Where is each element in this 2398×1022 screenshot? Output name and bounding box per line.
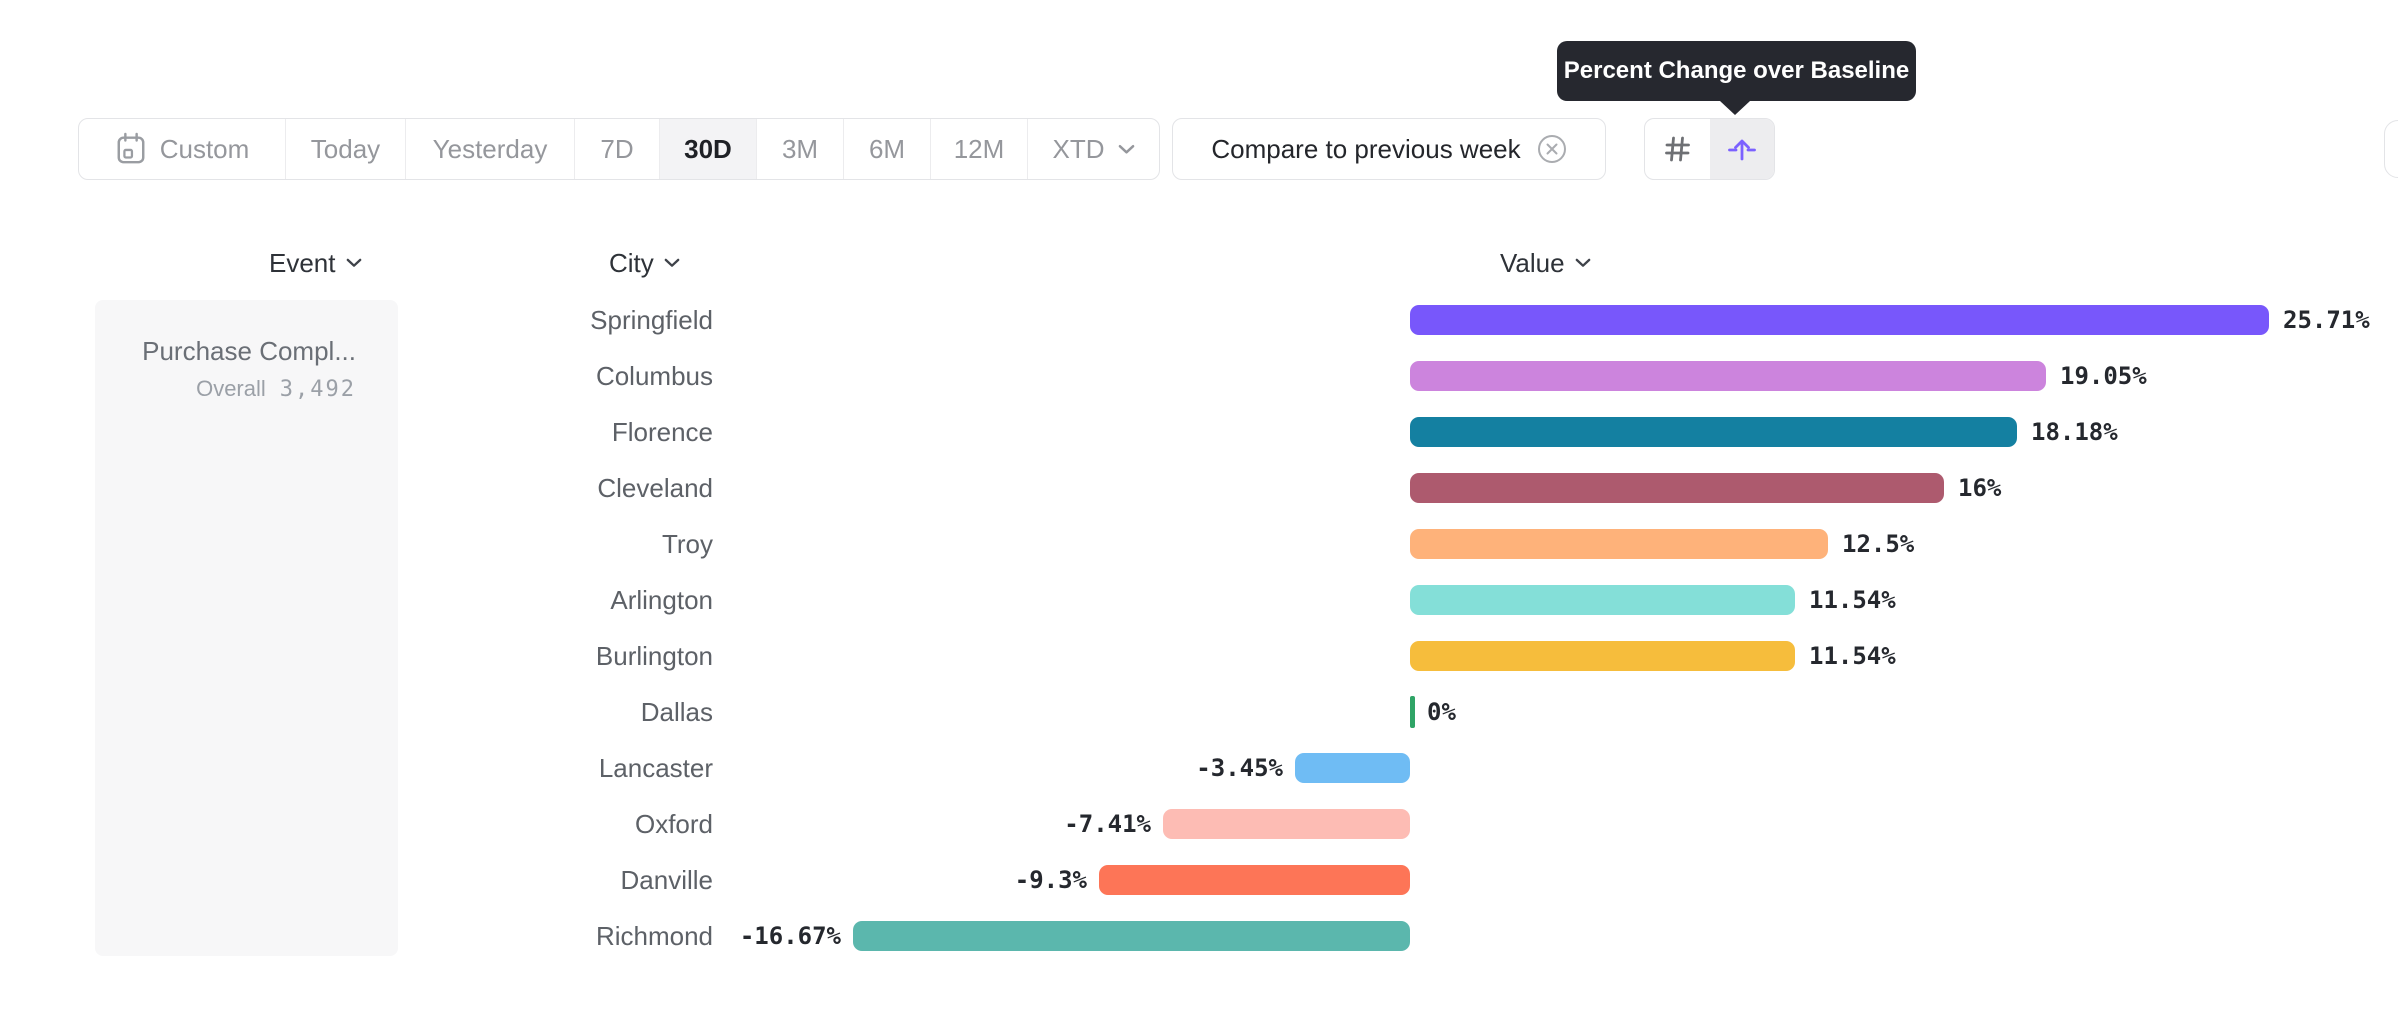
date-range-yesterday[interactable]: Yesterday [406, 119, 575, 179]
column-header-event[interactable]: Event [269, 247, 362, 279]
date-range-label: 3M [781, 133, 819, 164]
value-bar[interactable] [1410, 585, 1795, 615]
compare-chip[interactable]: Compare to previous week [1172, 118, 1606, 180]
chart-row-dallas: Dallas 0% [0, 684, 2398, 740]
date-range-6m[interactable]: 6M [844, 119, 931, 179]
toggle-numeric[interactable] [1645, 119, 1710, 179]
hash-icon [1665, 136, 1691, 162]
bar-value-label: -3.45% [1196, 754, 1283, 782]
value-bar[interactable] [1099, 865, 1410, 895]
bar-value-label: -16.67% [739, 922, 841, 950]
date-range-label: 7D [600, 133, 634, 164]
city-label: Troy [661, 529, 713, 559]
bar-value-label: 18.18% [2031, 418, 2118, 446]
date-range-xtd[interactable]: XTD [1028, 119, 1159, 179]
value-display-toggle [1644, 118, 1775, 180]
date-range-12m[interactable]: 12M [931, 119, 1028, 179]
value-bar[interactable] [1410, 473, 1944, 503]
partial-button[interactable] [2384, 120, 2398, 178]
bar-value-label: -9.3% [1014, 866, 1087, 894]
chart-row-arlington: Arlington 11.54% [0, 572, 2398, 628]
city-label: Dallas [640, 697, 713, 727]
chart-row-florence: Florence 18.18% [0, 404, 2398, 460]
value-bar[interactable] [1410, 529, 1828, 559]
value-bar[interactable] [853, 921, 1410, 951]
column-header-value[interactable]: Value [1500, 247, 1591, 279]
column-header-value-label: Value [1500, 247, 1565, 278]
event-panel[interactable]: Purchase Compl... Overall 3,492 [95, 300, 398, 956]
value-bar[interactable] [1410, 417, 2017, 447]
calendar-icon [117, 132, 145, 164]
chart-row-cleveland: Cleveland 16% [0, 460, 2398, 516]
toggle-percent-baseline[interactable] [1709, 119, 1774, 179]
date-range-label: Yesterday [432, 133, 548, 164]
bar-value-label: 11.54% [1809, 586, 1896, 614]
arrow-up-from-baseline-icon [1727, 139, 1756, 161]
city-label: Cleveland [597, 473, 713, 503]
chevron-down-icon [1118, 144, 1134, 154]
city-label: Springfield [590, 305, 713, 335]
date-range-label: XTD [1052, 133, 1105, 164]
bar-value-label: 0% [1427, 698, 1456, 726]
bar-chart: Springfield 25.71% Columbus 19.05% Florence 1… [0, 292, 2398, 964]
city-label: Burlington [595, 641, 713, 671]
value-bar[interactable] [1410, 361, 2046, 391]
value-bar[interactable] [1295, 753, 1410, 783]
date-range-label: 30D [684, 133, 732, 164]
close-circle-icon[interactable] [1537, 134, 1567, 164]
bar-value-label: -7.41% [1064, 810, 1151, 838]
date-range-custom[interactable]: Custom [79, 119, 286, 179]
compare-chip-label: Compare to previous week [1211, 133, 1521, 164]
date-range-3m[interactable]: 3M [757, 119, 844, 179]
bar-value-label: 19.05% [2060, 362, 2147, 390]
event-overall-row: Overall 3,492 [196, 376, 356, 402]
value-bar[interactable] [1410, 641, 1795, 671]
tooltip-text: Percent Change over Baseline [1563, 57, 1910, 84]
chart-row-columbus: Columbus 19.05% [0, 348, 2398, 404]
tooltip-caret [1720, 101, 1750, 115]
city-label: Lancaster [598, 753, 713, 783]
date-range-today[interactable]: Today [286, 119, 406, 179]
date-range-label: 6M [868, 133, 906, 164]
date-range-label: Today [310, 133, 381, 164]
bar-value-label: 25.71% [2283, 306, 2370, 334]
date-range-toolbar: Custom Today Yesterday 7D 30D 3M 6M 12M XTD [78, 118, 1160, 180]
date-range-30d[interactable]: 30D [660, 119, 757, 179]
date-range-label: 12M [953, 133, 1005, 164]
column-header-event-label: Event [269, 247, 336, 278]
bar-value-label: 16% [1958, 474, 2002, 502]
city-label: Oxford [634, 809, 713, 839]
chart-row-oxford: Oxford -7.41% [0, 796, 2398, 852]
value-bar[interactable] [1163, 809, 1410, 839]
column-header-city[interactable]: City [609, 247, 680, 279]
overall-label: Overall [196, 376, 266, 401]
overall-value: 3,492 [279, 377, 356, 402]
city-label: Richmond [595, 921, 713, 951]
city-label: Florence [611, 417, 713, 447]
chart-row-troy: Troy 12.5% [0, 516, 2398, 572]
date-range-7d[interactable]: 7D [575, 119, 660, 179]
column-header-city-label: City [609, 247, 654, 278]
bar-value-label: 11.54% [1809, 642, 1896, 670]
chart-row-burlington: Burlington 11.54% [0, 628, 2398, 684]
city-label: Columbus [595, 361, 713, 391]
chart-row-danville: Danville -9.3% [0, 852, 2398, 908]
city-label: Danville [620, 865, 714, 895]
event-name: Purchase Compl... [142, 336, 356, 366]
chevron-down-icon [1575, 258, 1591, 268]
chevron-down-icon [346, 258, 362, 268]
tooltip-percent-change: Percent Change over Baseline [1557, 41, 1916, 115]
bar-value-label: 12.5% [1842, 530, 1915, 558]
chevron-down-icon [664, 258, 680, 268]
value-bar[interactable] [1410, 305, 2269, 335]
city-label: Arlington [610, 585, 713, 615]
zero-baseline-marker[interactable] [1410, 696, 1415, 728]
chart-row-lancaster: Lancaster -3.45% [0, 740, 2398, 796]
chart-row-springfield: Springfield 25.71% [0, 292, 2398, 348]
chart-row-richmond: Richmond -16.67% [0, 908, 2398, 964]
date-range-label: Custom [159, 133, 250, 164]
